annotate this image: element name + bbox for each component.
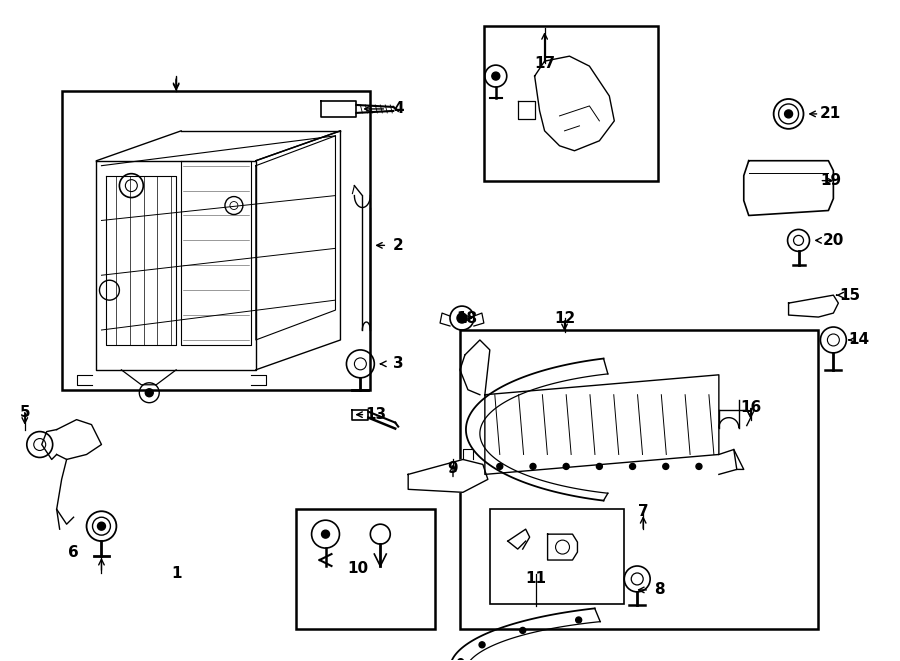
- Circle shape: [321, 530, 329, 538]
- Circle shape: [576, 617, 581, 623]
- Text: 4: 4: [393, 101, 403, 116]
- Text: 6: 6: [68, 545, 79, 560]
- Text: 18: 18: [456, 311, 478, 326]
- Polygon shape: [743, 161, 833, 215]
- Text: 2: 2: [392, 238, 403, 253]
- Circle shape: [597, 463, 602, 469]
- Text: 10: 10: [346, 561, 368, 576]
- Text: 13: 13: [365, 407, 387, 422]
- Circle shape: [530, 463, 536, 469]
- Circle shape: [497, 463, 503, 469]
- Text: 8: 8: [653, 582, 664, 598]
- Text: 12: 12: [554, 311, 575, 326]
- Text: 19: 19: [820, 173, 841, 188]
- Circle shape: [457, 313, 467, 323]
- Text: 21: 21: [820, 106, 841, 122]
- Circle shape: [630, 463, 635, 469]
- Text: 14: 14: [849, 332, 869, 348]
- Circle shape: [479, 642, 485, 648]
- Text: 20: 20: [823, 233, 844, 248]
- Text: 5: 5: [20, 405, 30, 420]
- Circle shape: [563, 463, 569, 469]
- Text: 7: 7: [638, 504, 649, 519]
- Circle shape: [458, 659, 464, 661]
- Polygon shape: [409, 459, 488, 492]
- Text: 16: 16: [740, 400, 761, 415]
- Bar: [484, 26, 658, 180]
- Polygon shape: [788, 295, 839, 317]
- Text: 9: 9: [447, 461, 458, 476]
- Text: 17: 17: [534, 56, 555, 71]
- Bar: [61, 91, 370, 390]
- Circle shape: [97, 522, 105, 530]
- Circle shape: [696, 463, 702, 469]
- Circle shape: [785, 110, 793, 118]
- Text: 11: 11: [525, 572, 546, 586]
- Text: 3: 3: [393, 356, 403, 371]
- Text: 1: 1: [171, 566, 182, 582]
- Circle shape: [491, 72, 500, 80]
- Bar: [296, 509, 435, 629]
- Bar: [460, 330, 818, 629]
- Circle shape: [519, 627, 526, 633]
- Circle shape: [145, 389, 153, 397]
- Text: 15: 15: [840, 288, 861, 303]
- Bar: [490, 509, 625, 604]
- Circle shape: [662, 463, 669, 469]
